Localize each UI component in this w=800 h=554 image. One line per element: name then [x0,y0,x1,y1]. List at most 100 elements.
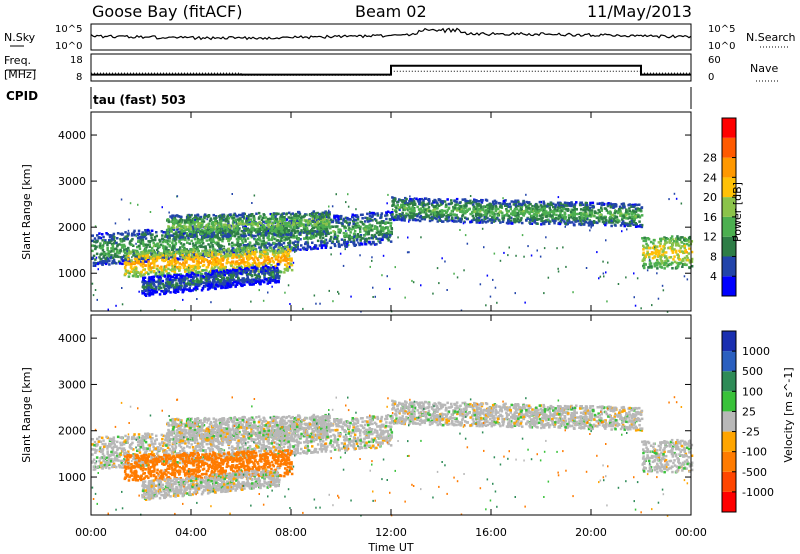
power-echo-cell [263,259,266,262]
power-echo-cell [139,237,142,241]
power-echo-cell [542,202,546,205]
power-echo-cell [596,221,599,225]
power-echo-cell [199,245,203,248]
power-echo-cell [272,213,275,216]
power-echo-cell [211,260,215,263]
power-echo-cell [94,246,98,249]
power-echo-cell [148,268,152,271]
power-echo-cell [346,242,349,246]
freq-unit-label: [MHz] [4,68,36,81]
power-echo-cell [235,253,238,256]
power-echo-cell [257,217,261,220]
power-echo-cell [308,219,312,222]
power-echo-cell [177,273,181,277]
power-echo-cell [340,214,343,218]
power-echo-cell [289,248,293,251]
power-echo-cell [200,280,203,283]
power-echo-cell [218,282,221,285]
power-echo-cell [196,274,200,277]
freq-tick-top: 18 [70,55,83,66]
power-echo-cell [217,229,221,232]
power-echo-cell [152,254,155,258]
power-echo-cell [161,273,164,277]
power-echo-cell [214,241,217,245]
power-echo-cell [186,228,189,231]
power-echo-cell [104,239,107,242]
power-echo-cell [164,233,168,237]
power-echo-cell [256,242,259,245]
power-echo-cell [283,218,287,222]
power-echo-cell [270,257,274,260]
power-echo-cell [321,221,325,225]
power-echo-cell [262,261,266,264]
power-echo-cell [318,230,322,234]
power-echo-cell [531,204,534,208]
power-echo-cell [272,261,275,264]
power-echo-cell [271,273,275,276]
power-echo-cell [629,222,632,225]
power-echo-cell [213,287,217,290]
power-echo-cell [288,245,292,248]
power-echo-cell [177,277,180,280]
power-echo-cell [559,212,562,215]
power-echo-cell [269,246,272,250]
power-echo-cell [304,241,308,244]
power-echo-cell [207,283,210,286]
power-echo-cell [192,220,195,224]
power-echo-cell [192,273,196,276]
power-echo-cell [235,256,239,259]
power-echo-cell [385,212,388,216]
power-echo-cell [270,222,273,225]
power-echo-cell [236,269,239,272]
power-echo-cell [215,281,218,284]
power-echo-cell [116,248,119,252]
power-echo-cell [254,255,257,258]
power-echo-cell [175,220,179,224]
power-echo-cell [275,271,278,274]
power-echo-cell [160,286,163,290]
power-echo-cell [208,249,211,252]
power-echo-cell [113,260,116,264]
power-echo-cell [285,265,289,268]
power-echo-cell [389,221,392,225]
power-echo-cell [196,265,200,269]
power-echo-cell [168,253,171,256]
power-echo-cell [287,242,290,245]
power-echo-cell [329,226,332,230]
power-echo-cell [319,226,323,230]
power-echo-cell [195,246,199,250]
power-echo-cell [216,235,219,239]
power-echo-cell [218,227,221,231]
power-echo-cell [127,246,130,250]
power-echo-cell [327,232,331,235]
power-echo-cell [532,213,536,216]
power-echo-cell [195,217,199,221]
power-echo-cell [359,220,362,224]
power-echo-cell [258,246,261,249]
power-echo-cell [179,242,183,245]
power-echo-cell [239,268,242,271]
power-echo-cell [325,226,329,229]
power-echo-cell [179,273,182,276]
power-echo-cell [181,230,184,233]
power-echo-cell [498,219,501,222]
power-echo-cell [152,244,156,248]
power-echo-cell [244,227,247,230]
power-echo-cell [210,266,214,269]
power-echo-cell [251,269,255,272]
power-echo-cell [142,277,145,281]
power-echo-cell [288,230,291,233]
power-echo-cell [640,225,644,229]
power-echo-cell [207,233,211,236]
power-echo-cell [298,211,301,215]
power-echo-cell [222,269,226,273]
power-echo-cell [199,282,203,286]
power-echo-cell [253,273,257,277]
power-echo-cell [228,213,231,217]
power-echo-cell [186,268,190,272]
power-echo-cell [212,276,216,280]
power-echo-cell [313,246,316,249]
power-echo-cell [222,274,225,277]
power-echo-cell [302,223,306,226]
power-echo-cell [158,279,162,283]
